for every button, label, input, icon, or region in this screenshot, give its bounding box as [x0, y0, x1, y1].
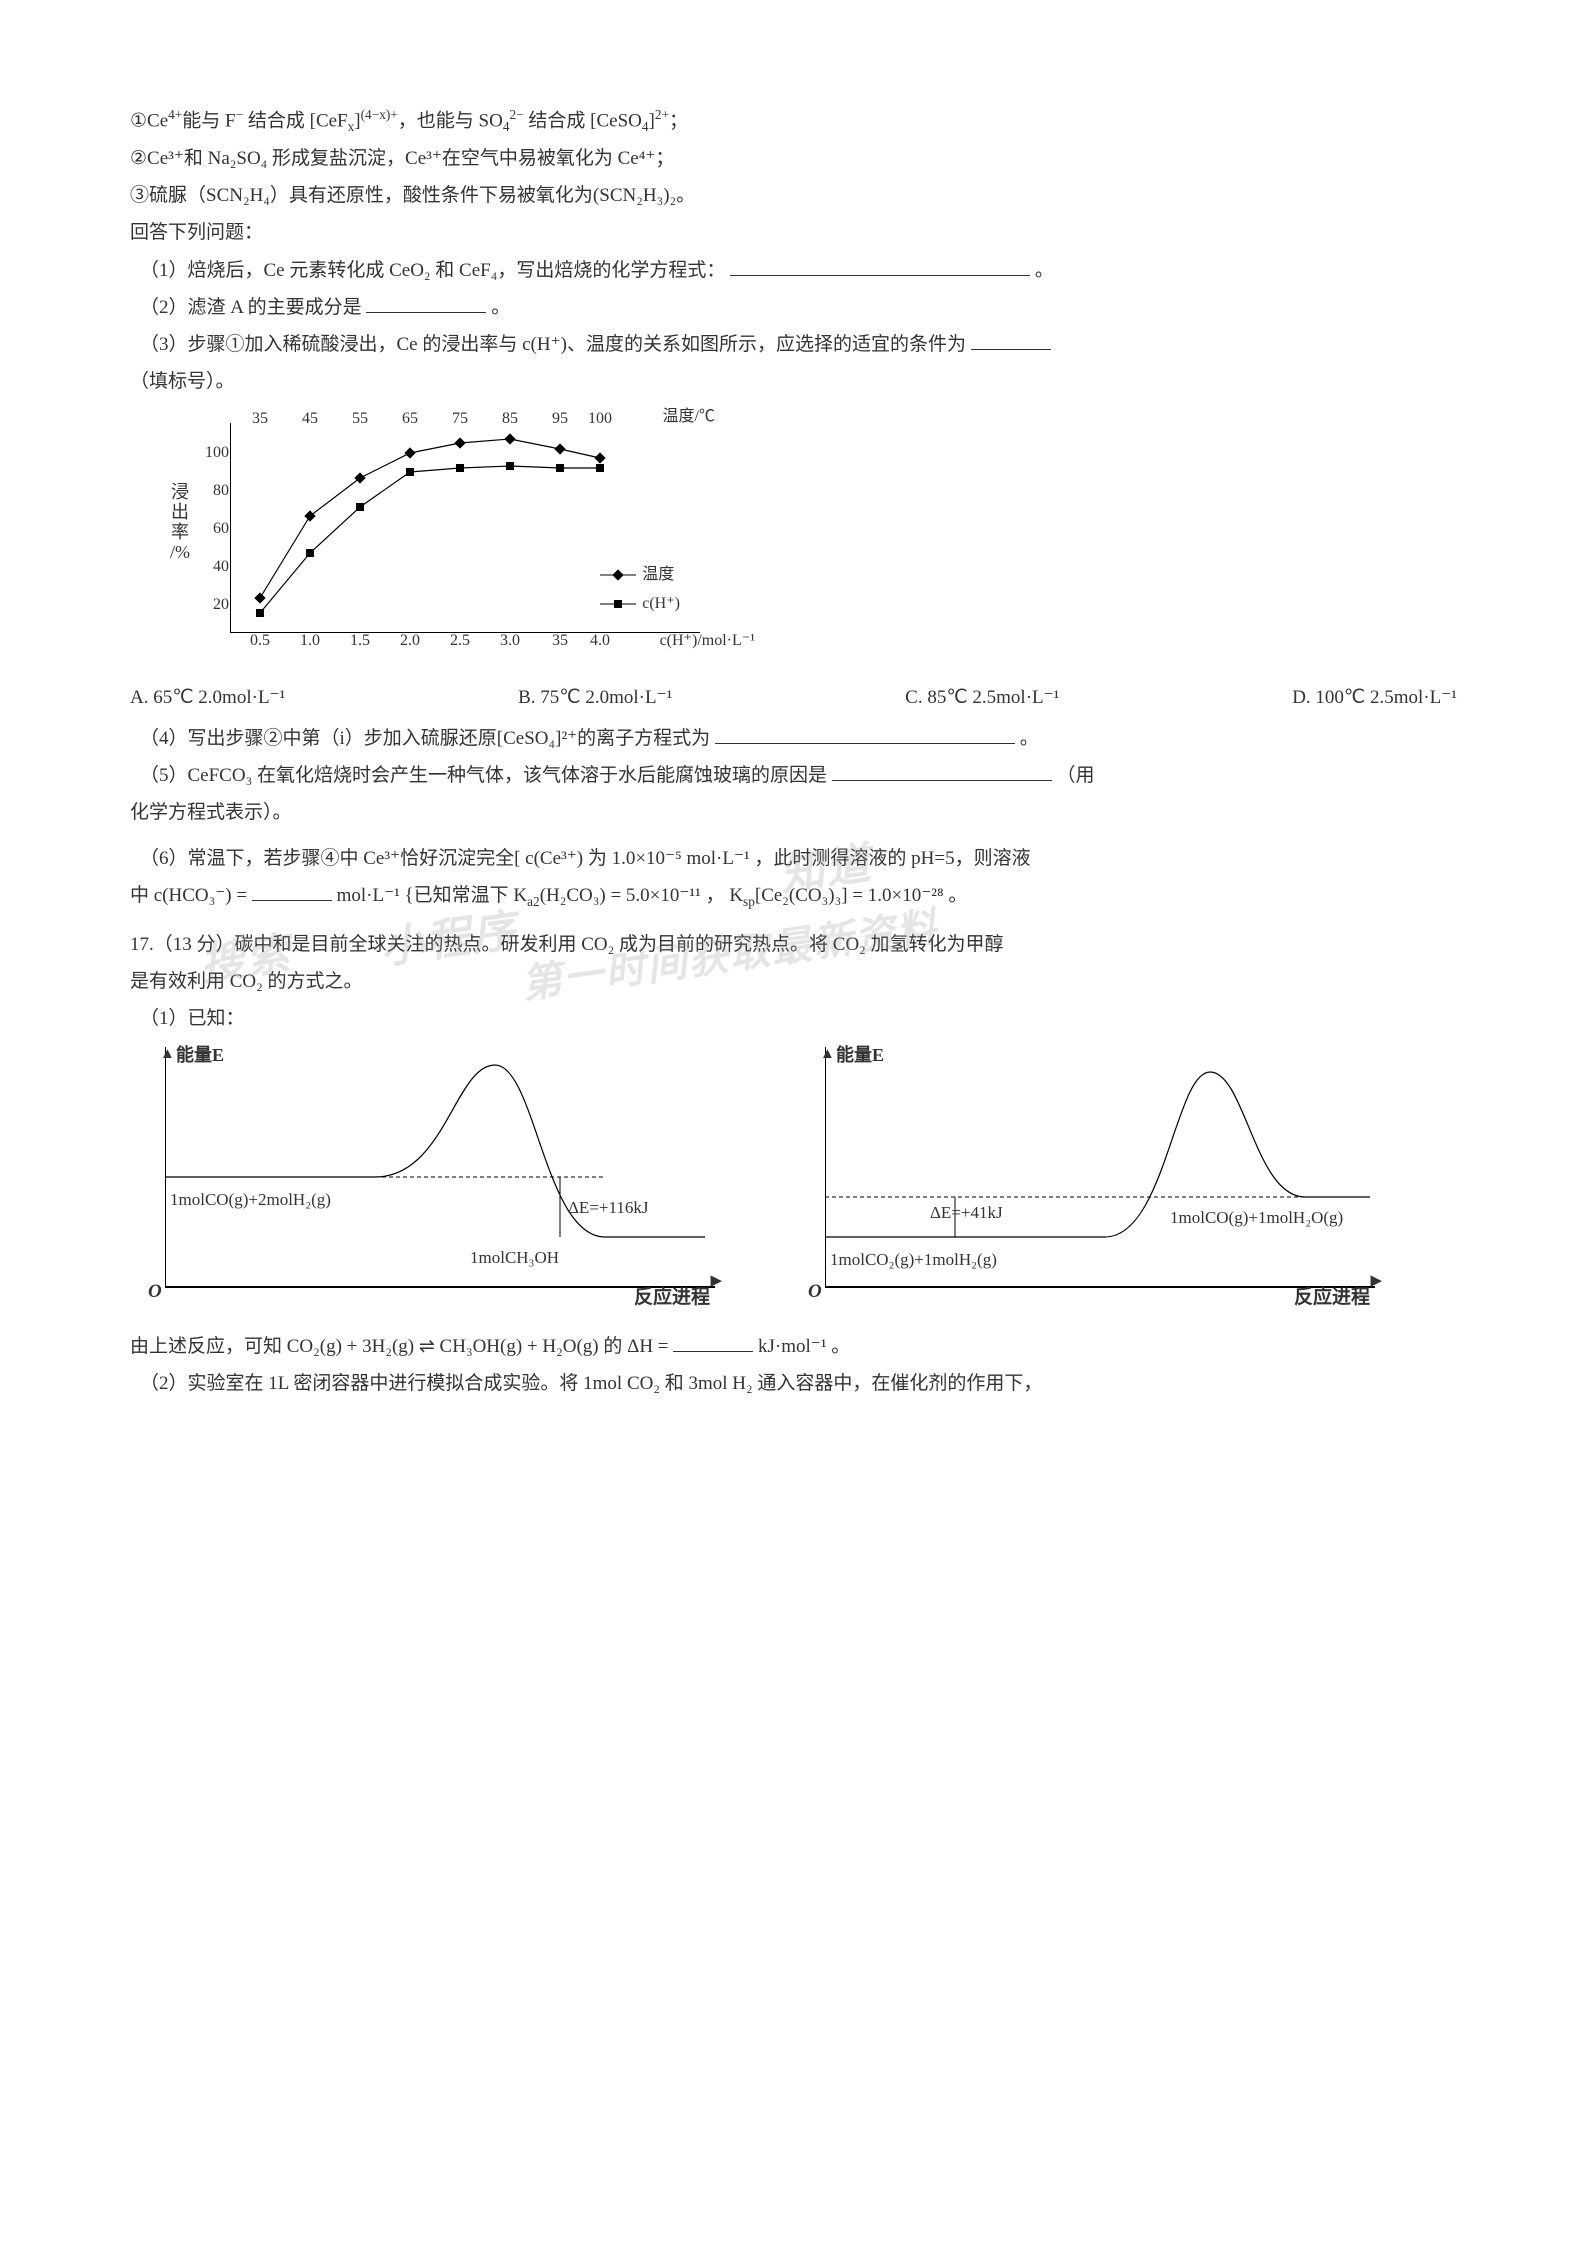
- option-b[interactable]: B. 75℃ 2.0mol·L⁻¹: [518, 681, 672, 715]
- txt: ，也能与 SO: [398, 110, 503, 131]
- question-6b: 中 c(HCO₃⁻) = mol·L⁻¹ {已知常温下 Ka2(H₂CO₃) =…: [130, 879, 1457, 914]
- option-c[interactable]: C. 85℃ 2.5mol·L⁻¹: [905, 681, 1059, 715]
- question-3: （3）步骤①加入稀硫酸浸出，Ce 的浸出率与 c(H⁺)、温度的关系如图所示，应…: [130, 328, 1457, 362]
- q6c: mol·L⁻¹ {已知常温下 K: [337, 885, 528, 906]
- origin-label: O: [808, 1275, 822, 1309]
- delta-e-label: ΔE=+41kJ: [930, 1198, 1003, 1229]
- option-a[interactable]: A. 65℃ 2.0mol·L⁻¹: [130, 681, 285, 715]
- chart-svg: [160, 413, 710, 673]
- q4b: 。: [1020, 728, 1039, 749]
- question-1: （1）焙烧后，Ce 元素转化成 CeO₂ 和 CeF₄，写出焙烧的化学方程式： …: [130, 254, 1457, 288]
- energy-diagram-right: ▲ ▶ 能量E 反应进程 O 1molCO₂(g)+1molH₂(g) 1mol…: [790, 1043, 1380, 1318]
- txt: ；: [669, 110, 688, 131]
- txt: 结合成 [CeF: [243, 110, 348, 131]
- legend-temp: 温度: [642, 561, 674, 590]
- q17: 17.（13 分）碳中和是目前全球关注的热点。研发利用 CO₂ 成为目前的研究热…: [130, 928, 1457, 962]
- q4a: （4）写出步骤②中第（i）步加入硫脲还原[CeSO₄]²⁺的离子方程式为: [140, 728, 710, 749]
- q3b: （填标号）。: [130, 365, 1457, 399]
- q1-text: （1）焙烧后，Ce 元素转化成 CeO₂ 和 CeF₄，写出焙烧的化学方程式：: [140, 260, 725, 281]
- q17eq2: kJ·mol⁻¹ 。: [758, 1336, 850, 1357]
- blank-q2[interactable]: [366, 293, 486, 313]
- delta-e-label: ΔE=+116kJ: [568, 1193, 648, 1224]
- info-line-4: 回答下列问题：: [130, 216, 1457, 250]
- question-2: （2）滤渣 A 的主要成分是 。: [130, 291, 1457, 325]
- question-6a: （6）常温下，若步骤④中 Ce³⁺恰好沉淀完全[ c(Ce³⁺) 为 1.0×1…: [130, 842, 1457, 876]
- legend-ch: c(H⁺): [642, 590, 680, 619]
- txt: 能与 F: [182, 110, 235, 131]
- txt: 结合成 [CeSO: [524, 110, 642, 131]
- blank-q1[interactable]: [730, 256, 1030, 276]
- mc-options: A. 65℃ 2.0mol·L⁻¹ B. 75℃ 2.0mol·L⁻¹ C. 8…: [130, 681, 1457, 715]
- question-5c: 化学方程式表示）。: [130, 796, 1457, 830]
- q17eq: 由上述反应，可知 CO₂(g) + 3H₂(g) ⇌ CH₃OH(g) + H₂…: [130, 1336, 673, 1357]
- q5a: （5）CeFCO₃ 在氧化焙烧时会产生一种气体，该气体溶于水后能腐蚀玻璃的原因是: [140, 765, 827, 786]
- blank-q4[interactable]: [715, 724, 1015, 744]
- series-ch-line: [260, 466, 600, 613]
- blank-q5[interactable]: [832, 761, 1052, 781]
- blank-q3[interactable]: [971, 330, 1051, 350]
- q17-equation: 由上述反应，可知 CO₂(g) + 3H₂(g) ⇌ CH₃OH(g) + H₂…: [130, 1330, 1457, 1364]
- q17b: 是有效利用 CO₂ 的方式之。: [130, 965, 1457, 999]
- chart-legend: 温度 c(H⁺): [600, 561, 680, 619]
- leaching-rate-chart: 35 45 55 65 75 85 95 100 温度/℃ 浸 出 率 /% 2…: [160, 413, 1457, 673]
- txt: ①Ce: [130, 110, 168, 131]
- q2a: （2）滤渣 A 的主要成分是: [140, 297, 362, 318]
- q6d: (H₂CO₃) = 5.0×10⁻¹¹ ， K: [540, 885, 743, 906]
- info-line-3: ③硫脲（SCN₂H₄）具有还原性，酸性条件下易被氧化为(SCN₂H₃)₂。: [130, 179, 1457, 213]
- energy-diagram-left: ▲ ▶ 能量E 反应进程 O 1molCO(g)+2molH₂(g) 1molC…: [130, 1043, 720, 1318]
- blank-q17-dh[interactable]: [673, 1332, 753, 1352]
- product-label: 1molCH₃OH: [470, 1243, 559, 1274]
- info-line-1: ①Ce4+能与 F− 结合成 [CeFx](4−x)+，也能与 SO42− 结合…: [130, 103, 1457, 139]
- q2b: 。: [491, 297, 510, 318]
- q6e: [Ce₂(CO₃)₃] = 1.0×10⁻²⁸ 。: [755, 885, 967, 906]
- series-ch-markers: [256, 462, 604, 617]
- blank-q6[interactable]: [252, 881, 332, 901]
- energy-curve-left: [165, 1047, 720, 1288]
- origin-label: O: [148, 1275, 162, 1309]
- energy-diagrams: ▲ ▶ 能量E 反应进程 O 1molCO(g)+2molH₂(g) 1molC…: [130, 1043, 1457, 1318]
- q5b: （用: [1056, 765, 1094, 786]
- question-5a: （5）CeFCO₃ 在氧化焙烧时会产生一种气体，该气体溶于水后能腐蚀玻璃的原因是…: [130, 759, 1457, 793]
- q1-end: 。: [1035, 260, 1054, 281]
- legend-marker-diamond: [600, 568, 636, 582]
- legend-marker-square: [600, 597, 636, 611]
- reactant-label: 1molCO₂(g)+1molH₂(g): [830, 1245, 997, 1276]
- q17-1: （1）已知：: [130, 1002, 1457, 1036]
- series-temp-markers: [254, 434, 605, 604]
- info-line-2: ②Ce³⁺和 Na₂SO₄ 形成复盐沉淀，Ce³⁺在空气中易被氧化为 Ce⁴⁺；: [130, 142, 1457, 176]
- product-label: 1molCO(g)+1molH₂O(g): [1170, 1203, 1343, 1234]
- q17-2: （2）实验室在 1L 密闭容器中进行模拟合成实验。将 1mol CO₂ 和 3m…: [130, 1367, 1457, 1401]
- exam-page: ①Ce4+能与 F− 结合成 [CeFx](4−x)+，也能与 SO42− 结合…: [0, 0, 1587, 2245]
- option-d[interactable]: D. 100℃ 2.5mol·L⁻¹: [1292, 681, 1457, 715]
- q3a: （3）步骤①加入稀硫酸浸出，Ce 的浸出率与 c(H⁺)、温度的关系如图所示，应…: [140, 334, 966, 355]
- reactant-label: 1molCO(g)+2molH₂(g): [170, 1185, 331, 1216]
- q6b: 中 c(HCO₃⁻) =: [130, 885, 252, 906]
- question-4: （4）写出步骤②中第（i）步加入硫脲还原[CeSO₄]²⁺的离子方程式为 。: [130, 722, 1457, 756]
